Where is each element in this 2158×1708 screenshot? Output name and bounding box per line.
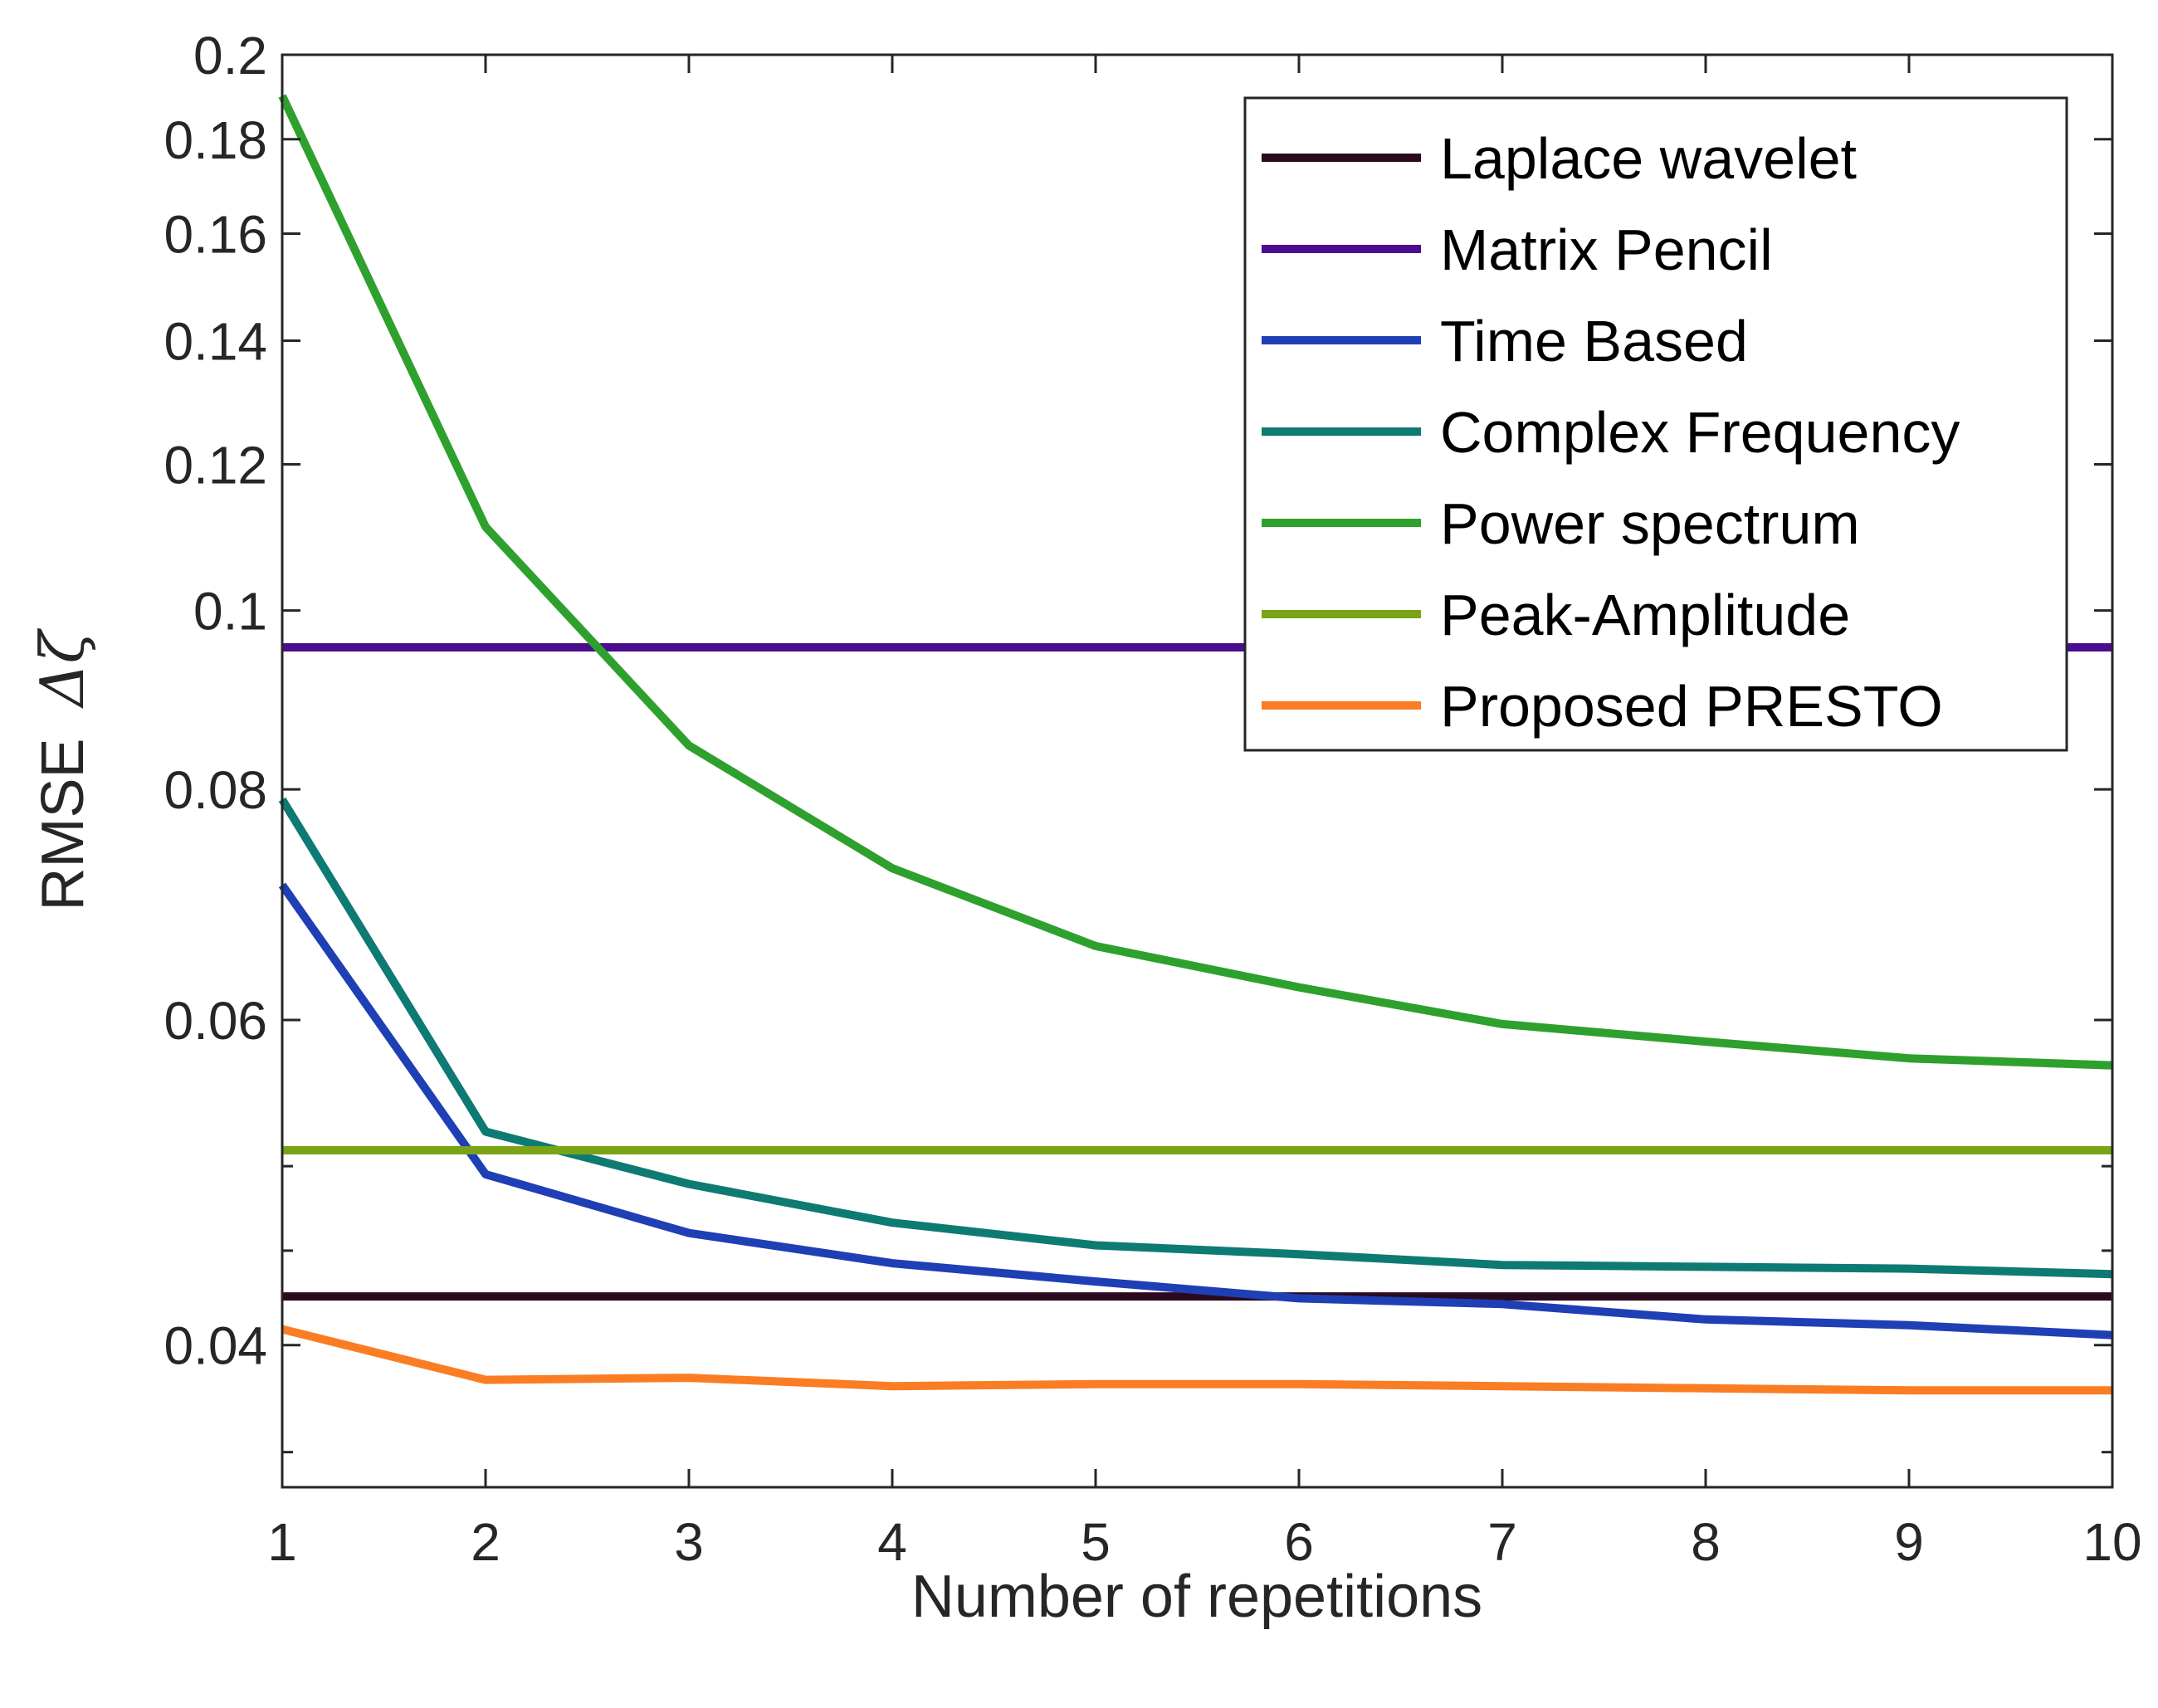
- legend-label-matrix-pencil: Matrix Pencil: [1440, 217, 1773, 282]
- legend: Laplace wavelet Matrix Pencil Time Based Co…: [1243, 96, 2068, 752]
- legend-label-time-based: Time Based: [1440, 309, 1748, 373]
- series-line-time-based: [278, 882, 2113, 1340]
- x-axis-label: Number of repetitions: [911, 1564, 1482, 1630]
- series-power-spectrum: [278, 94, 2113, 1070]
- y-tick-label-0.04: 0.04: [164, 1316, 267, 1376]
- legend-label-peak-amplitude: Peak-Amplitude: [1440, 583, 1850, 647]
- x-tick-label-10: 10: [2082, 1512, 2141, 1572]
- legend-box: [1243, 96, 2068, 752]
- series-line-complex-frequency: [278, 797, 2113, 1279]
- x-tick-label-7: 7: [1487, 1512, 1517, 1572]
- legend-item-proposed-presto: Proposed PRESTO: [1262, 674, 1943, 739]
- legend-items: Laplace wavelet Matrix Pencil Time Based Co…: [1262, 126, 1960, 739]
- series-line-proposed-presto: [281, 1325, 2112, 1395]
- legend-item-complex-frequency: Complex Frequency: [1262, 400, 1960, 465]
- x-tick-label-6: 6: [1284, 1512, 1314, 1572]
- y-tick-label-0.06: 0.06: [164, 991, 267, 1051]
- y-tick-label-0.18: 0.18: [164, 110, 267, 170]
- x-tick-label-5: 5: [1081, 1512, 1111, 1572]
- x-tick-label-8: 8: [1691, 1512, 1721, 1572]
- series-line-power-spectrum: [278, 94, 2113, 1070]
- x-tick-label-9: 9: [1894, 1512, 1924, 1572]
- y-tick-label-0.16: 0.16: [164, 205, 267, 265]
- plot-frame: [281, 53, 2114, 1489]
- y-axis-label-text: RMSE: [30, 739, 96, 911]
- x-tick-label-1: 1: [267, 1512, 297, 1572]
- legend-item-laplace-wavelet: Laplace wavelet: [1262, 126, 1857, 191]
- y-tick-label-0.1: 0.1: [193, 582, 267, 642]
- series-proposed-presto: [281, 1325, 2113, 1395]
- y-tick-label-0.14: 0.14: [164, 312, 267, 372]
- legend-label-complex-frequency: Complex Frequency: [1440, 400, 1960, 465]
- y-tick-label-0.2: 0.2: [193, 26, 267, 85]
- legend-item-power-spectrum: Power spectrum: [1262, 491, 1860, 556]
- legend-label-proposed-presto: Proposed PRESTO: [1440, 674, 1943, 739]
- ticks-layer: 1 2 3 4 5 6 7 8 9 10 0.04 0.06 0.08 0.1 0.12 0.14 0.16 0.…: [164, 26, 2141, 1572]
- x-tick-label-4: 4: [877, 1512, 907, 1572]
- y-axis-label-symbol: Δζ: [27, 628, 97, 710]
- y-tick-label-0.12: 0.12: [164, 435, 267, 495]
- x-tick-label-3: 3: [674, 1512, 704, 1572]
- y-tick-label-0.08: 0.08: [164, 760, 267, 820]
- x-tick-label-2: 2: [471, 1512, 500, 1572]
- y-axis-label: RMSE Δζ: [27, 628, 97, 911]
- legend-item-matrix-pencil: Matrix Pencil: [1262, 217, 1773, 282]
- legend-item-time-based: Time Based: [1262, 309, 1748, 373]
- legend-label-laplace-wavelet: Laplace wavelet: [1440, 126, 1857, 191]
- legend-item-peak-amplitude: Peak-Amplitude: [1262, 583, 1850, 647]
- legend-label-power-spectrum: Power spectrum: [1440, 491, 1860, 556]
